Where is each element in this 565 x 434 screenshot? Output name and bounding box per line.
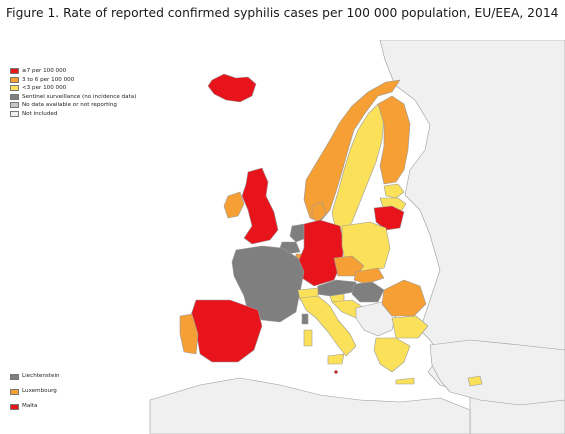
cyprus [467,375,483,387]
romania [381,279,427,317]
legend-swatch [10,85,19,92]
legend-swatch [10,68,19,75]
legend-swatch [10,102,19,109]
small-countries-legend: Liechtenstein Luxembourg Malta [10,369,60,414]
estonia [383,183,405,199]
legend-label: Luxembourg [22,388,57,395]
legend-item: <3 per 100 000 [10,84,136,93]
malta [334,370,338,374]
united-kingdom [241,167,279,245]
legend-swatch [10,93,19,100]
legend-label: Sentinel surveillance (no incidence data… [22,93,137,100]
lithuania [373,205,405,231]
land-not-included-turkey [429,339,565,406]
legend-label: 3 to 6 per 100 000 [22,76,75,83]
denmark [311,201,327,223]
france [231,245,305,323]
spain [189,299,263,363]
legend-item: Sentinel surveillance (no incidence data… [10,93,136,102]
small-country-item: Luxembourg [10,384,60,399]
germany [297,219,345,287]
ireland [223,191,245,219]
legend-label: Liechtenstein [22,373,60,380]
legend-label: Malta [22,403,38,410]
europe-map [0,40,565,434]
crete [395,377,415,385]
norway [303,79,401,223]
map-canvas [149,40,565,434]
small-country-item: Liechtenstein [10,369,60,384]
legend-label: ≥7 per 100 000 [22,68,67,74]
corsica [301,313,309,325]
portugal [179,313,199,355]
figure-title: Figure 1. Rate of reported confirmed syp… [6,6,559,20]
netherlands [289,223,307,243]
sardinia [303,329,313,347]
legend-item: No data available or not reporting [10,101,136,110]
legend-label: No data available or not reporting [22,102,117,108]
legend-swatch [10,373,19,380]
legend-swatch [10,403,19,410]
slovakia [353,267,385,285]
legend-swatch [10,110,19,117]
bulgaria [391,315,429,339]
legend-swatch [10,76,19,83]
small-country-item: Malta [10,399,60,414]
legend-item: ≥7 per 100 000 [10,67,136,76]
italy [299,295,357,357]
sicily [327,353,345,365]
legend-item: Not included [10,110,136,119]
legend-swatch [10,388,19,395]
finland [377,95,411,185]
legend-label: <3 per 100 000 [22,85,67,91]
greece [373,337,411,373]
hungary [351,281,385,303]
legend-label: Not included [22,110,58,117]
legend-item: 3 to 6 per 100 000 [10,76,136,85]
land-not-included-africa [149,377,471,434]
map-legend: ≥7 per 100 000 3 to 6 per 100 000 <3 per 1… [10,67,136,118]
iceland [207,73,257,103]
